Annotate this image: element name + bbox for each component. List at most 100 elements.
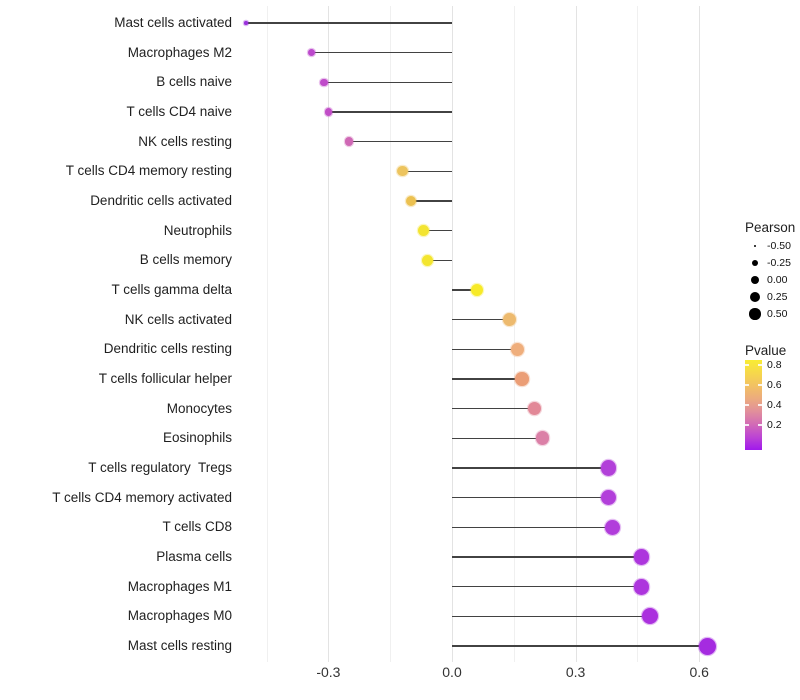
minor-gridline [513,6,515,662]
minor-gridline [637,6,639,662]
pvalue-bar-tick [758,384,762,386]
y-axis-label: Monocytes [166,400,232,416]
pvalue-legend-label: 0.6 [767,379,782,391]
lollipop-stem [427,259,452,262]
y-axis-label: T cells CD8 [162,519,232,535]
lollipop-stem [452,407,535,410]
lollipop-dot [527,401,542,416]
major-gridline [452,6,453,662]
x-axis-tick-label: 0.6 [689,664,709,680]
lollipop-stem [410,200,452,202]
lollipop-dot [417,225,429,237]
pvalue-bar-tick [745,384,749,386]
lollipop-stem [452,378,522,380]
pvalue-bar-tick [758,364,762,366]
lollipop-stem [452,289,477,291]
pvalue-bar-tick [745,424,749,426]
lollipop-dot [421,254,433,266]
pearson-legend-label: -0.25 [767,257,791,269]
pvalue-bar-tick [758,424,762,426]
major-gridline [699,6,701,662]
major-gridline [328,6,330,662]
pvalue-legend-label: 0.2 [767,419,782,431]
major-gridline [575,6,577,662]
x-axis-tick-label: -0.3 [316,664,341,680]
y-axis-label: B cells naive [156,74,232,90]
lollipop-dot [324,108,333,116]
y-axis-label: Plasma cells [156,549,232,564]
pvalue-legend-label: 0.4 [767,399,782,411]
y-axis-label: T cells regulatory Tregs [88,460,232,475]
lollipop-stem [452,526,613,529]
x-axis-tick-label: 0.0 [442,664,462,680]
y-axis-label: NK cells activated [124,311,232,327]
lollipop-dot [503,313,517,327]
lollipop-stem [452,556,642,558]
lollipop-dot [470,283,483,297]
lollipop-dot [308,49,316,57]
lollipop-dot [633,578,650,595]
lollipop-stem [452,645,708,647]
minor-gridline [266,6,268,662]
lollipop-dot [515,372,529,386]
pearson-legend-dot [750,292,760,302]
y-axis-label: Dendritic cells resting [103,341,232,357]
pvalue-gradient-bar [745,360,762,450]
lollipop-stem [328,111,452,113]
y-axis-label: Mast cells resting [127,638,232,653]
pvalue-bar-tick [745,404,749,406]
lollipop-dot [405,195,416,207]
lollipop-stem [246,22,452,24]
lollipop-dot [511,342,525,356]
pearson-legend-label: 0.00 [767,274,788,286]
pearson-legend-dot [751,259,758,266]
pvalue-bar-tick [745,364,749,366]
lollipop-dot [698,637,716,655]
lollipop-stem [452,348,518,351]
lollipop-stem [452,437,543,440]
lollipop-stem [423,229,452,232]
lollipop-dot [397,166,408,177]
lollipop-dot [601,490,617,506]
y-axis-label: Macrophages M1 [127,578,232,594]
pearson-legend-dot [749,308,761,320]
y-axis-label: Macrophages M2 [127,44,232,60]
lollipop-stem [311,51,452,54]
y-axis-label: B cells memory [139,252,232,268]
lollipop-stem [452,318,510,321]
pvalue-bar-tick [758,404,762,406]
y-axis-label: T cells CD4 memory activated [52,489,232,505]
lollipop-dot [535,431,550,446]
y-axis-label: NK cells resting [138,133,232,149]
lollipop-stem [452,615,650,618]
lollipop-dot [633,549,650,565]
pearson-legend-label: 0.50 [767,308,788,320]
pearson-legend-label: -0.50 [767,240,791,252]
y-axis-label: Neutrophils [163,222,232,238]
lollipop-stem [402,170,452,173]
pvalue-legend-title: Pvalue [745,343,787,358]
x-axis-tick-label: 0.3 [565,664,586,680]
y-axis-label: T cells follicular helper [98,371,232,386]
lollipop-stem [349,140,452,143]
lollipop-dot [601,460,617,476]
y-axis-label: T cells CD4 memory resting [65,163,232,179]
lollipop-stem [452,467,609,469]
pearson-legend-dot [750,275,760,285]
lollipop-dot [641,608,658,625]
minor-gridline [390,6,392,662]
pearson-legend-dot [753,244,757,248]
lollipop-dot [605,519,621,535]
y-axis-label: Eosinophils [162,430,232,446]
y-axis-label: T cells CD4 naive [126,104,232,119]
lollipop-dot [344,137,354,146]
lollipop-dot [244,21,248,25]
lollipop-stem [452,585,642,588]
y-axis-label: Macrophages M0 [127,608,232,624]
lollipop-stem [452,496,609,499]
y-axis-label: Dendritic cells activated [90,193,232,208]
lollipop-stem [324,81,452,84]
y-axis-label: T cells gamma delta [111,282,232,297]
lollipop-dot [320,78,329,87]
